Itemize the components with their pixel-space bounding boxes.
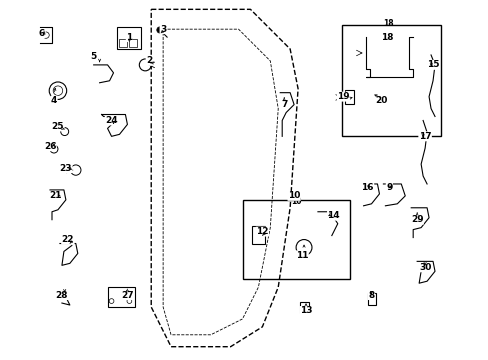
Text: 5: 5	[90, 53, 97, 62]
Text: 28: 28	[56, 291, 68, 300]
Text: 23: 23	[60, 163, 72, 172]
Text: 30: 30	[418, 263, 430, 272]
Text: 21: 21	[50, 192, 62, 201]
Text: 2: 2	[146, 57, 152, 66]
Bar	[242, 200, 349, 279]
Text: 18: 18	[380, 33, 393, 42]
Text: 13: 13	[299, 306, 312, 315]
Text: 18: 18	[383, 19, 393, 28]
Text: 27: 27	[121, 291, 133, 300]
Bar	[341, 25, 440, 136]
Text: 10: 10	[287, 192, 300, 201]
Bar	[300, 302, 308, 313]
Text: 8: 8	[367, 291, 374, 300]
Bar	[367, 293, 375, 305]
Text: 19: 19	[337, 92, 349, 101]
Text: 12: 12	[256, 227, 268, 236]
Bar	[117, 27, 141, 49]
Text: 7: 7	[281, 100, 287, 109]
Bar	[344, 90, 353, 104]
Bar	[119, 39, 127, 47]
Circle shape	[157, 27, 163, 33]
Text: 15: 15	[426, 60, 438, 69]
Bar	[252, 226, 264, 243]
Text: 20: 20	[374, 96, 387, 105]
Text: 6: 6	[39, 29, 45, 38]
Text: 11: 11	[295, 251, 307, 260]
Text: 17: 17	[418, 132, 430, 141]
Bar	[107, 287, 135, 307]
Text: 22: 22	[61, 235, 74, 244]
Text: 24: 24	[105, 116, 118, 125]
Text: 4: 4	[51, 96, 57, 105]
Text: 10: 10	[290, 197, 301, 206]
Text: 3: 3	[160, 25, 166, 34]
Bar	[129, 39, 137, 47]
Text: 16: 16	[361, 184, 373, 193]
Text: 14: 14	[327, 211, 340, 220]
Text: 1: 1	[126, 33, 132, 42]
Text: 25: 25	[52, 122, 64, 131]
Text: 29: 29	[410, 215, 423, 224]
Text: 9: 9	[386, 184, 392, 193]
Text: 26: 26	[43, 142, 56, 151]
